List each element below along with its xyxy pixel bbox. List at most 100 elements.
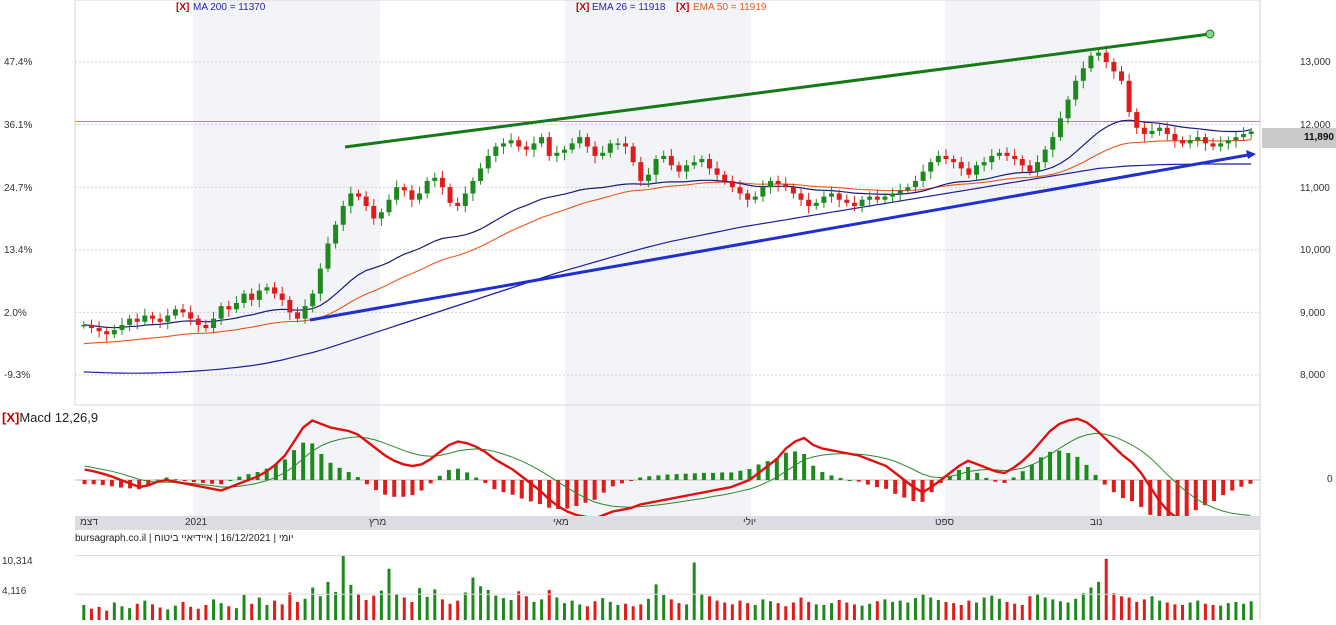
candle-body [287, 299, 293, 313]
volume-bar [875, 601, 879, 620]
volume-bar [852, 604, 856, 620]
macd-hist-bar [665, 474, 670, 480]
date-label: 2021 [185, 517, 208, 528]
volume-bar [898, 600, 902, 620]
volume-bar [1211, 605, 1215, 620]
candle-body [546, 137, 552, 156]
volume-bar [1028, 596, 1032, 620]
legend-remove-ma200[interactable]: [X] [176, 2, 190, 13]
macd-hist-bar [219, 480, 224, 485]
candle-body [134, 318, 140, 322]
volume-bar [128, 608, 132, 620]
macd-hist-bar [1221, 480, 1226, 496]
price-tick: 13,000 [1300, 57, 1331, 68]
candle-body [752, 196, 758, 200]
candle-body [691, 162, 697, 166]
macd-hist-bar [711, 472, 716, 480]
volume-bar [1119, 596, 1123, 620]
date-label: נוב [1090, 517, 1103, 528]
volume-bar [494, 595, 498, 620]
legend-remove-ema26[interactable]: [X] [576, 2, 590, 13]
macd-hist-bar [893, 480, 898, 494]
candle-body [676, 165, 682, 172]
candle-body [928, 162, 934, 172]
candle-body [859, 199, 865, 206]
candle-body [554, 152, 560, 156]
candle-body [775, 180, 781, 185]
candle-body [684, 165, 690, 172]
legend-remove-ema50[interactable]: [X] [676, 2, 690, 13]
macd-hist-bar [282, 459, 287, 480]
legend-ema50: EMA 50 = 11919 [693, 2, 767, 13]
date-label: מרץ [369, 517, 387, 528]
volume-bar [1036, 593, 1040, 620]
macd-hist-bar [829, 475, 834, 480]
volume-bar [830, 603, 834, 620]
candle-body [806, 199, 812, 206]
macd-hist-bar [428, 480, 433, 484]
macd-hist-bar [182, 480, 187, 481]
volume-bar [570, 600, 574, 620]
volume-bar [1081, 593, 1085, 620]
volume-bar [143, 600, 147, 620]
candle-body [798, 193, 804, 200]
volume-tick: 10,314 [2, 556, 33, 567]
volume-bar [189, 606, 193, 620]
volume-bar [692, 562, 696, 620]
macd-hist-bar [519, 480, 524, 499]
candle-body [333, 224, 339, 244]
candle-body [508, 140, 514, 144]
macd-hist-bar [91, 480, 96, 485]
pct-tick: 2.0% [4, 308, 27, 319]
macd-zero-tick: 0 [1327, 474, 1333, 485]
macd-hist-bar [1066, 453, 1071, 480]
volume-bar [1158, 600, 1162, 620]
info-line: יומי | 16/12/2021 | איידיאיי ביטוח | bur… [75, 533, 294, 544]
volume-bar [120, 606, 124, 620]
candle-body [706, 159, 712, 169]
candle-body [485, 155, 491, 169]
volume-bar [1104, 558, 1108, 620]
candle-body [439, 177, 445, 188]
volume-bar [532, 601, 536, 620]
volume-bar [479, 586, 483, 620]
macd-hist-bar [109, 480, 114, 487]
volume-bar [746, 603, 750, 620]
macd-hist-bar [364, 480, 369, 485]
upper-trendline [344, 32, 1211, 149]
volume-bar [562, 603, 566, 620]
volume-bar [524, 596, 528, 620]
volume-bar [547, 590, 551, 620]
volume-bar [555, 597, 559, 620]
volume-bar [372, 595, 376, 620]
macd-hist-bar [501, 480, 506, 493]
macd-hist-bar [346, 472, 351, 480]
macd-hist-bar [210, 480, 215, 484]
volume-bar [1020, 605, 1024, 620]
candle-body [325, 243, 331, 269]
macd-hist-bar [802, 453, 807, 480]
volume-bar [1165, 602, 1169, 620]
volume-bar [280, 604, 284, 620]
macd-hist-bar [456, 468, 461, 480]
candle-body [737, 187, 743, 194]
macd-hist-bar [510, 480, 515, 495]
pct-tick: 36.1% [4, 120, 33, 131]
macd-remove[interactable]: [X] [2, 410, 20, 425]
macd-hist-bar [401, 480, 406, 497]
candle-body [1073, 80, 1079, 100]
candle-body [1141, 127, 1147, 134]
candle-body [294, 312, 300, 319]
candle-body [1027, 165, 1033, 172]
candle-body [768, 180, 774, 188]
pct-tick: 47.4% [4, 57, 33, 68]
volume-bar [715, 600, 719, 620]
macd-label: Macd 12,26,9 [19, 410, 99, 425]
candle-body [607, 143, 613, 153]
candle-body [905, 187, 911, 191]
volume-bar [517, 591, 521, 620]
candle-body [1202, 137, 1208, 144]
pct-tick: 13.4% [4, 245, 33, 256]
candle-body [1195, 137, 1201, 141]
candle-body [256, 290, 262, 300]
